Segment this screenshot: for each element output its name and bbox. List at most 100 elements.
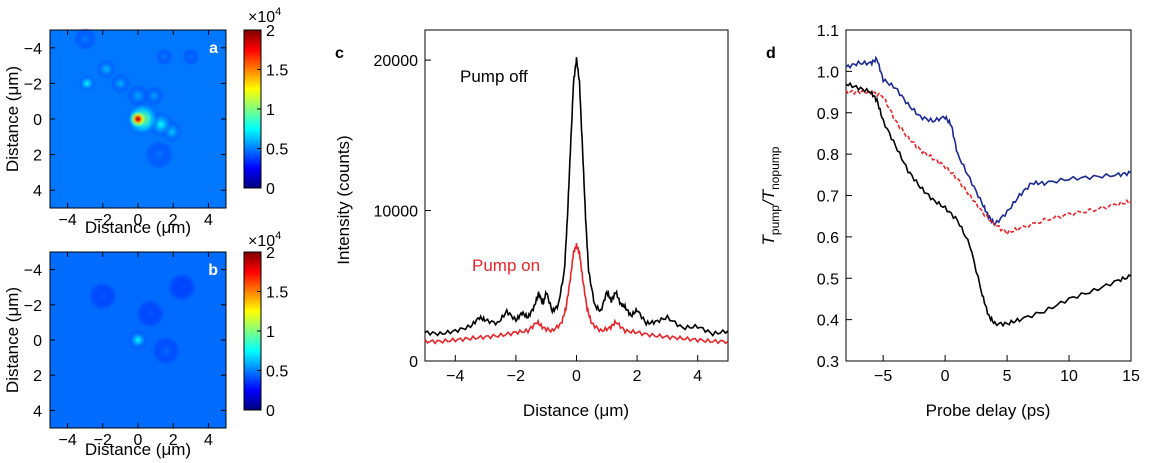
y-tick-label: 2	[33, 368, 42, 385]
y-tick-label: 0	[33, 333, 42, 350]
heatmap-b-spot	[136, 299, 165, 328]
plot-d-yticks: 0.3 0.4 0.5 0.6 0.7 0.8 0.9 1.0 1.1	[817, 23, 852, 371]
panel-label-b: b	[208, 262, 218, 279]
heatmap-a-spot	[145, 140, 174, 169]
colorbar-b-multiplier-base: ×10	[248, 233, 275, 250]
y-tick-label: 0	[33, 112, 42, 129]
y-tick-label: 0	[409, 354, 418, 371]
colorbar-tick-label: 0.5	[266, 364, 288, 381]
heatmap-a-spot	[96, 59, 117, 80]
heatmap-b-xlabel: Distance (μm)	[85, 440, 191, 459]
y-tick-label: 0.4	[817, 313, 839, 330]
x-tick-label: 2	[633, 368, 642, 385]
colorbar-tick-label: 2	[266, 23, 275, 40]
heatmap-b-spot	[167, 273, 197, 302]
plot-d-frame	[845, 29, 1132, 362]
heatmap-a-spot	[110, 73, 131, 94]
panel-label-d: d	[766, 45, 776, 62]
colorbar-b-multiplier-exp: 4	[275, 230, 281, 242]
y-tick-label: 0.5	[817, 271, 839, 288]
heatmap-a-spots	[73, 27, 200, 169]
colorbar-tick-label: 1	[266, 324, 275, 341]
heatmap-a-spot	[78, 74, 96, 92]
colorbar-tick-label: 1.5	[266, 285, 288, 302]
x-tick-label: 4	[204, 432, 213, 449]
y-tick-label: −2	[24, 76, 42, 93]
y-tick-label: 2	[33, 148, 42, 165]
colorbar-tick-label: 0.5	[266, 142, 288, 159]
plot-c-xlabel: Distance (μm)	[523, 401, 629, 420]
legend-pump-on: Pump on	[472, 256, 540, 275]
y-tick-label: −4	[24, 41, 42, 58]
y-tick-label: 0.3	[817, 354, 839, 371]
colorbar-tick-label: 2	[266, 245, 275, 262]
colorbar-tick-label: 1.5	[266, 63, 288, 80]
plot-d-ylabel-sub1: pump	[768, 205, 782, 235]
y-tick-label: 1.0	[817, 64, 839, 81]
y-tick-label: 0.8	[817, 147, 839, 164]
y-tick-label: 0.9	[817, 106, 839, 123]
heatmap-b-ylabel: Distance (μm)	[3, 287, 22, 393]
colorbar-a-multiplier: ×104	[248, 6, 281, 26]
series-line-c-0	[424, 57, 729, 337]
heatmap-a-spot	[143, 86, 164, 106]
heatmap-b-spot	[88, 281, 117, 311]
y-tick-label: 20000	[374, 53, 419, 70]
y-tick-label: −2	[24, 298, 42, 315]
panel-label-c: c	[335, 45, 344, 62]
plot-d-ylabel-t1: T	[759, 233, 778, 245]
x-tick-label: 0	[941, 368, 950, 385]
colorbar-tick-label: 0	[266, 181, 275, 198]
panel-c: c −4 −2 0 2 4 0 10000 20000 Pump off Pump on D…	[334, 29, 729, 420]
plot-c-yticks: 0 10000 20000	[374, 53, 431, 371]
colorbar-b-multiplier: ×104	[248, 230, 281, 250]
colorbar-b-ticks: 0 0.5 1 1.5 2	[257, 245, 288, 420]
heatmap-b-yticks: −4 −2 0 2 4	[24, 263, 226, 420]
x-tick-label: 15	[1122, 368, 1140, 385]
x-tick-label: −4	[446, 368, 464, 385]
x-tick-label: 10	[1060, 368, 1078, 385]
colorbar-a-multiplier-base: ×10	[248, 9, 275, 26]
x-tick-label: −4	[58, 432, 76, 449]
plot-d-series	[845, 55, 1132, 328]
plot-c-ylabel: Intensity (counts)	[334, 135, 353, 264]
heatmap-a-xticks: −4 −2 0 2 4	[58, 30, 213, 229]
legend-pump-off: Pump off	[460, 67, 528, 86]
x-tick-label: 0	[572, 368, 581, 385]
heatmap-a-spot	[182, 48, 200, 66]
series-line-d-2	[845, 81, 1132, 328]
x-tick-label: 4	[693, 368, 702, 385]
colorbar-tick-label: 0	[266, 403, 275, 420]
series-line-c-1	[424, 243, 729, 345]
x-tick-label: −5	[874, 368, 892, 385]
x-tick-label: 2	[169, 432, 178, 449]
plot-d-xlabel: Probe delay (ps)	[926, 401, 1051, 420]
heatmap-b-xticks: −4 −2 0 2 4	[58, 252, 213, 449]
x-tick-label: −2	[94, 432, 112, 449]
panel-d: d −5 0 5 10 15 0.3 0.4 0.5 0.6 0.7 0.8 0.9 1.0 1.1 P…	[759, 23, 1140, 420]
y-tick-label: 1.1	[817, 23, 839, 40]
plot-c-series	[424, 57, 729, 345]
heatmap-a-spot	[128, 109, 148, 129]
x-tick-label: −2	[94, 212, 112, 229]
heatmap-a-ylabel: Distance (μm)	[3, 66, 22, 172]
series-line-d-1	[845, 88, 1132, 237]
x-tick-label: −2	[507, 368, 525, 385]
heatmap-a-xlabel: Distance (μm)	[85, 218, 191, 237]
y-tick-label: −4	[24, 263, 42, 280]
plot-d-xticks: −5 0 5 10 15	[874, 355, 1140, 385]
heatmap-a-spot	[155, 48, 173, 66]
plot-c-xticks: −4 −2 0 2 4	[446, 355, 702, 385]
series-line-d-0	[845, 55, 1132, 227]
y-tick-label: 4	[33, 183, 42, 200]
plot-d-ylabel-sub2: nopump	[768, 146, 782, 190]
x-tick-label: 4	[204, 212, 213, 229]
x-tick-label: 2	[169, 212, 178, 229]
y-tick-label: 0.7	[817, 189, 839, 206]
y-tick-label: 4	[33, 403, 42, 420]
plot-d-ylabel-sep: /T	[759, 188, 778, 206]
colorbar-tick-label: 1	[266, 102, 275, 119]
x-tick-label: 0	[134, 432, 143, 449]
